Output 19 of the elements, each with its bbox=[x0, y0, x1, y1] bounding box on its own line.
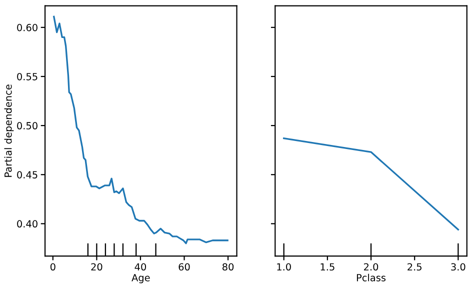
x-axis-title: Pclass bbox=[356, 274, 386, 282]
y-tick-label: 0.40 bbox=[17, 220, 38, 228]
x-tick-label: 1.5 bbox=[320, 263, 334, 271]
y-axis-title: Partial dependence bbox=[4, 84, 14, 177]
y-tick-label: 0.50 bbox=[17, 122, 38, 130]
x-tick-label: 80 bbox=[222, 263, 234, 271]
x-tick-label: 1.0 bbox=[277, 263, 291, 271]
x-tick-label: 0 bbox=[50, 263, 56, 271]
x-tick-label: 40 bbox=[134, 263, 146, 271]
y-tick-label: 0.55 bbox=[17, 72, 38, 80]
line-series bbox=[53, 16, 228, 244]
y-tick-label: 0.60 bbox=[17, 24, 38, 32]
x-tick-label: 3.0 bbox=[451, 263, 466, 271]
x-axis-title: Age bbox=[132, 274, 150, 284]
y-tick-label: 0.45 bbox=[17, 171, 38, 178]
x-tick-label: 2.5 bbox=[408, 263, 422, 271]
x-tick-label: 60 bbox=[178, 263, 190, 271]
x-tick-label: 2.0 bbox=[364, 263, 378, 271]
x-tick-label: 20 bbox=[91, 263, 102, 271]
